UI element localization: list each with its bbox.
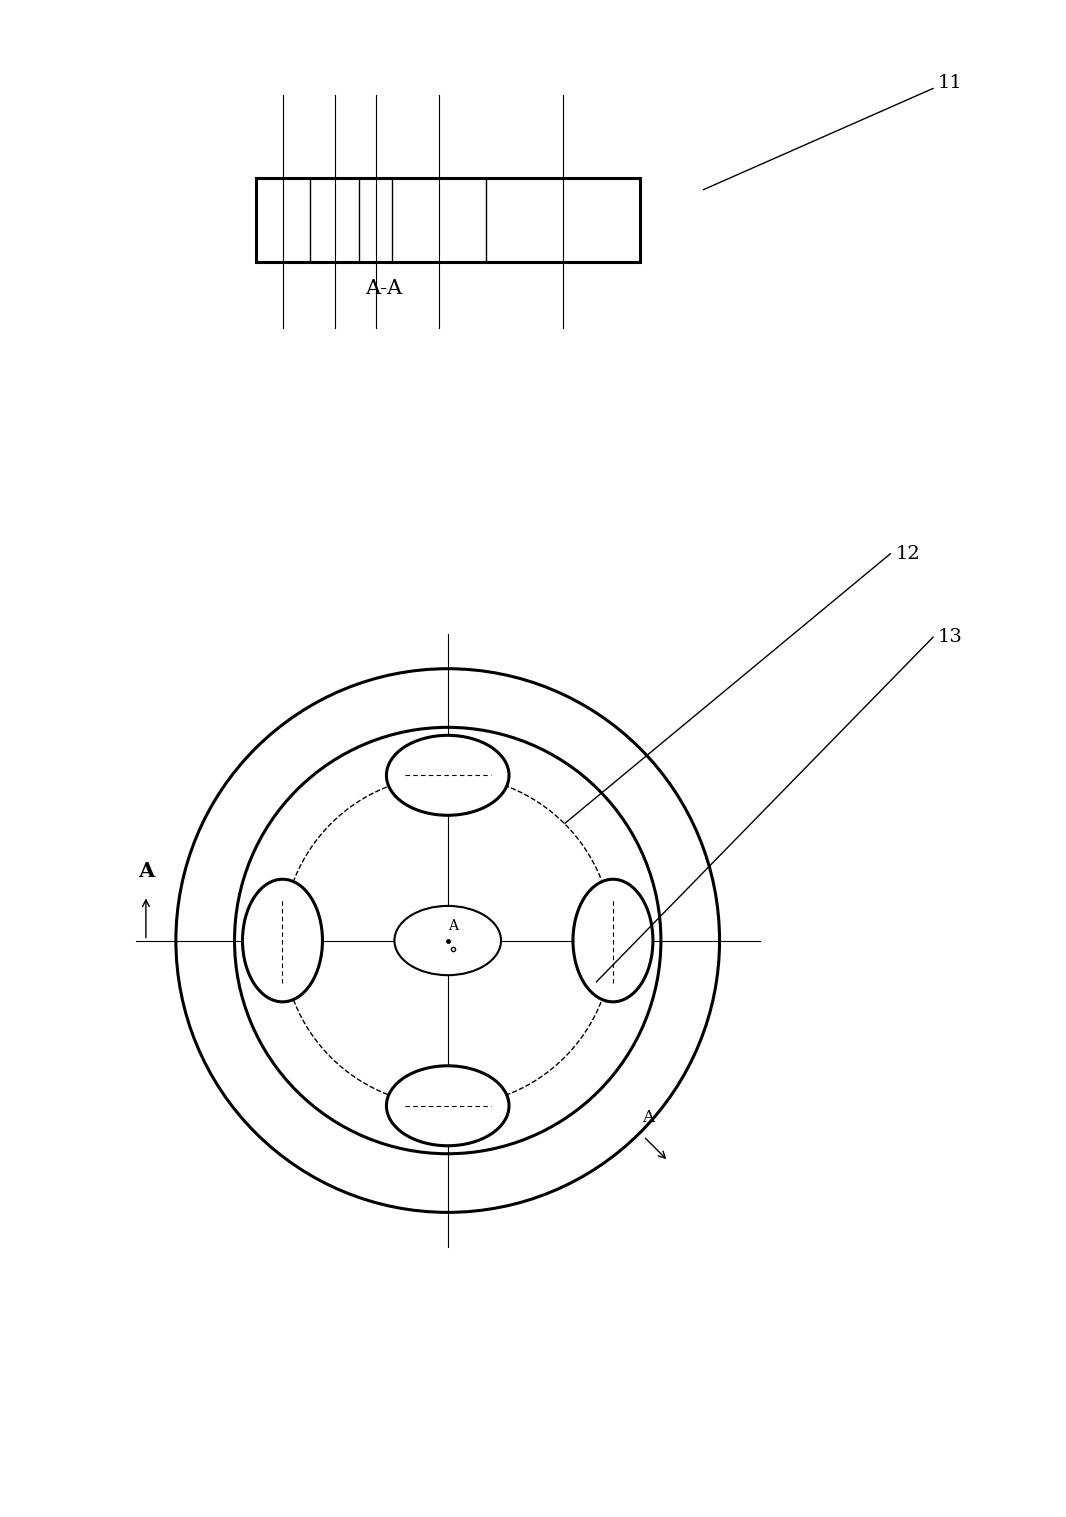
Bar	[256, 179, 640, 262]
Bar	[486, 179, 640, 262]
Text: A: A	[448, 918, 457, 933]
Text: A: A	[643, 1109, 655, 1126]
Bar	[256, 179, 309, 262]
Text: 12: 12	[895, 545, 920, 563]
Ellipse shape	[242, 880, 322, 1001]
Text: A-A: A-A	[366, 279, 402, 297]
Bar	[359, 179, 392, 262]
Ellipse shape	[394, 906, 501, 975]
Ellipse shape	[572, 880, 652, 1001]
Text: 13: 13	[938, 628, 963, 646]
Text: A: A	[138, 860, 154, 880]
Ellipse shape	[386, 736, 510, 815]
Ellipse shape	[386, 1066, 510, 1145]
Text: 11: 11	[938, 74, 963, 93]
Bar	[256, 179, 640, 262]
